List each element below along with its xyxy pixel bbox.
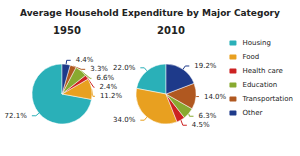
svg-text:2010: 2010: [157, 25, 185, 36]
svg-text:3.3%: 3.3%: [90, 65, 108, 73]
svg-text:72.1%: 72.1%: [5, 112, 28, 120]
svg-text:Health care: Health care: [242, 67, 282, 75]
svg-text:4.4%: 4.4%: [76, 56, 94, 64]
svg-text:Average Household Expenditure: Average Household Expenditure by Major C…: [20, 8, 280, 18]
svg-text:Transportation: Transportation: [241, 95, 293, 103]
svg-text:6.3%: 6.3%: [198, 112, 216, 120]
svg-text:14.0%: 14.0%: [204, 93, 227, 101]
svg-text:19.2%: 19.2%: [194, 62, 217, 70]
svg-text:4.5%: 4.5%: [192, 121, 210, 129]
svg-text:1950: 1950: [53, 25, 81, 36]
svg-text:Food: Food: [242, 53, 259, 61]
svg-text:22.0%: 22.0%: [113, 64, 136, 72]
svg-text:Education: Education: [242, 81, 277, 89]
svg-text:2.4%: 2.4%: [99, 83, 117, 91]
svg-text:Other: Other: [242, 109, 262, 117]
svg-text:Housing: Housing: [242, 39, 270, 47]
svg-text:34.0%: 34.0%: [113, 116, 136, 124]
svg-text:11.2%: 11.2%: [100, 92, 123, 100]
svg-text:6.6%: 6.6%: [96, 74, 114, 82]
